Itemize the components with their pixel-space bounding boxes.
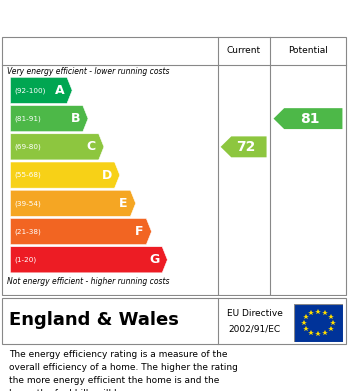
Text: England & Wales: England & Wales	[9, 311, 179, 329]
Polygon shape	[10, 247, 167, 273]
Text: (81-91): (81-91)	[15, 115, 41, 122]
Text: Not energy efficient - higher running costs: Not energy efficient - higher running co…	[7, 277, 169, 286]
Text: (55-68): (55-68)	[15, 172, 41, 178]
Polygon shape	[10, 106, 88, 132]
Text: D: D	[102, 169, 112, 181]
Text: Very energy efficient - lower running costs: Very energy efficient - lower running co…	[7, 66, 169, 75]
Text: (21-38): (21-38)	[15, 228, 41, 235]
Polygon shape	[10, 134, 104, 160]
Text: 72: 72	[236, 140, 255, 154]
Text: A: A	[55, 84, 64, 97]
Text: Energy Efficiency Rating: Energy Efficiency Rating	[9, 11, 219, 25]
Text: C: C	[87, 140, 96, 153]
Text: G: G	[149, 253, 159, 266]
Text: Potential: Potential	[288, 47, 328, 56]
Polygon shape	[10, 190, 136, 216]
Text: EU Directive: EU Directive	[227, 308, 283, 317]
Text: B: B	[71, 112, 80, 125]
Text: (92-100): (92-100)	[15, 87, 46, 93]
Text: E: E	[119, 197, 128, 210]
Text: The energy efficiency rating is a measure of the
overall efficiency of a home. T: The energy efficiency rating is a measur…	[9, 350, 238, 391]
Polygon shape	[10, 162, 120, 188]
Polygon shape	[221, 136, 267, 157]
Polygon shape	[10, 77, 72, 104]
Text: 81: 81	[300, 111, 320, 126]
Text: (39-54): (39-54)	[15, 200, 41, 206]
Text: (1-20): (1-20)	[15, 256, 37, 263]
Polygon shape	[274, 108, 342, 129]
Text: (69-80): (69-80)	[15, 143, 41, 150]
Polygon shape	[10, 219, 151, 245]
Text: F: F	[135, 225, 143, 238]
Text: Current: Current	[227, 47, 261, 56]
Text: 2002/91/EC: 2002/91/EC	[229, 324, 281, 333]
